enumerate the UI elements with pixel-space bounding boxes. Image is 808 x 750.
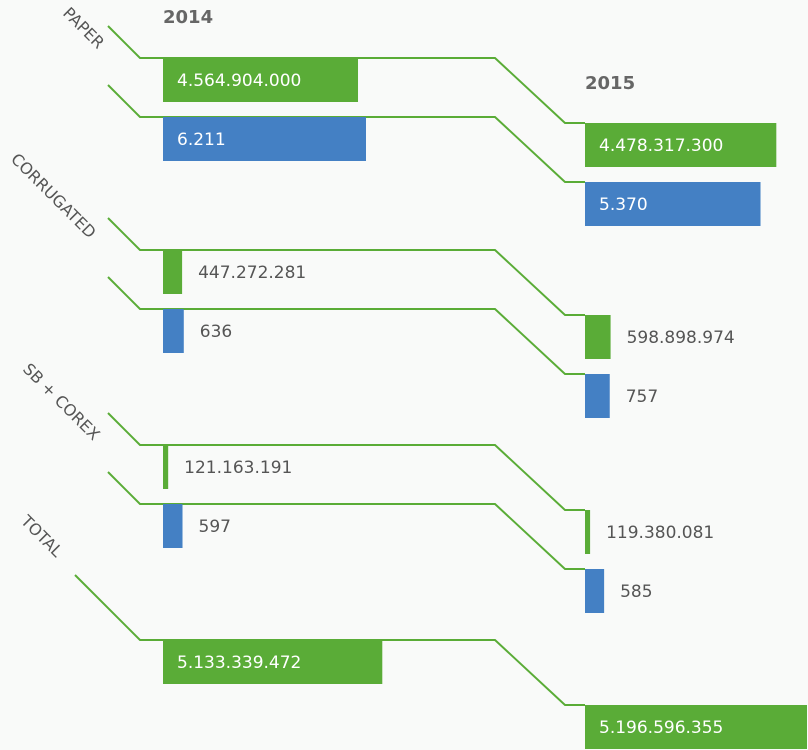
value-label: 447.272.281 <box>198 263 306 283</box>
bar <box>163 640 383 684</box>
category-label: TOTAL <box>16 511 66 561</box>
connector <box>74 574 585 706</box>
value-label: 6.211 <box>177 130 226 150</box>
bar <box>163 250 183 294</box>
value-label: 5.370 <box>599 195 648 215</box>
connector <box>107 412 585 511</box>
bar <box>585 374 610 418</box>
category-label: SB + COREX <box>19 359 104 444</box>
connector <box>107 25 585 124</box>
bar <box>163 445 169 489</box>
value-label: 5.133.339.472 <box>177 653 301 673</box>
bar <box>585 315 611 359</box>
bar <box>163 58 359 102</box>
connector <box>107 217 585 316</box>
connector <box>107 471 585 570</box>
bar <box>585 510 591 554</box>
value-label: 636 <box>200 322 232 342</box>
value-label: 597 <box>199 517 231 537</box>
value-label: 4.478.317.300 <box>599 136 723 156</box>
period-label: 2014 <box>163 7 213 28</box>
value-label: 119.380.081 <box>606 523 714 543</box>
value-label: 757 <box>626 387 658 407</box>
value-label: 121.163.191 <box>184 458 292 478</box>
bar <box>163 309 184 353</box>
category-label: CORRUGATED <box>7 149 100 242</box>
connector <box>107 276 585 375</box>
bar <box>163 504 183 548</box>
bar <box>585 569 605 613</box>
bar <box>585 705 807 749</box>
value-label: 5.196.596.355 <box>599 718 723 738</box>
connector <box>107 84 585 183</box>
bar <box>585 123 777 167</box>
category-label: PAPER <box>59 3 108 52</box>
value-label: 585 <box>620 582 652 602</box>
bar <box>163 117 366 161</box>
bar <box>585 182 761 226</box>
value-label: 598.898.974 <box>627 328 735 348</box>
period-label: 2015 <box>585 73 635 94</box>
value-label: 4.564.904.000 <box>177 71 301 91</box>
